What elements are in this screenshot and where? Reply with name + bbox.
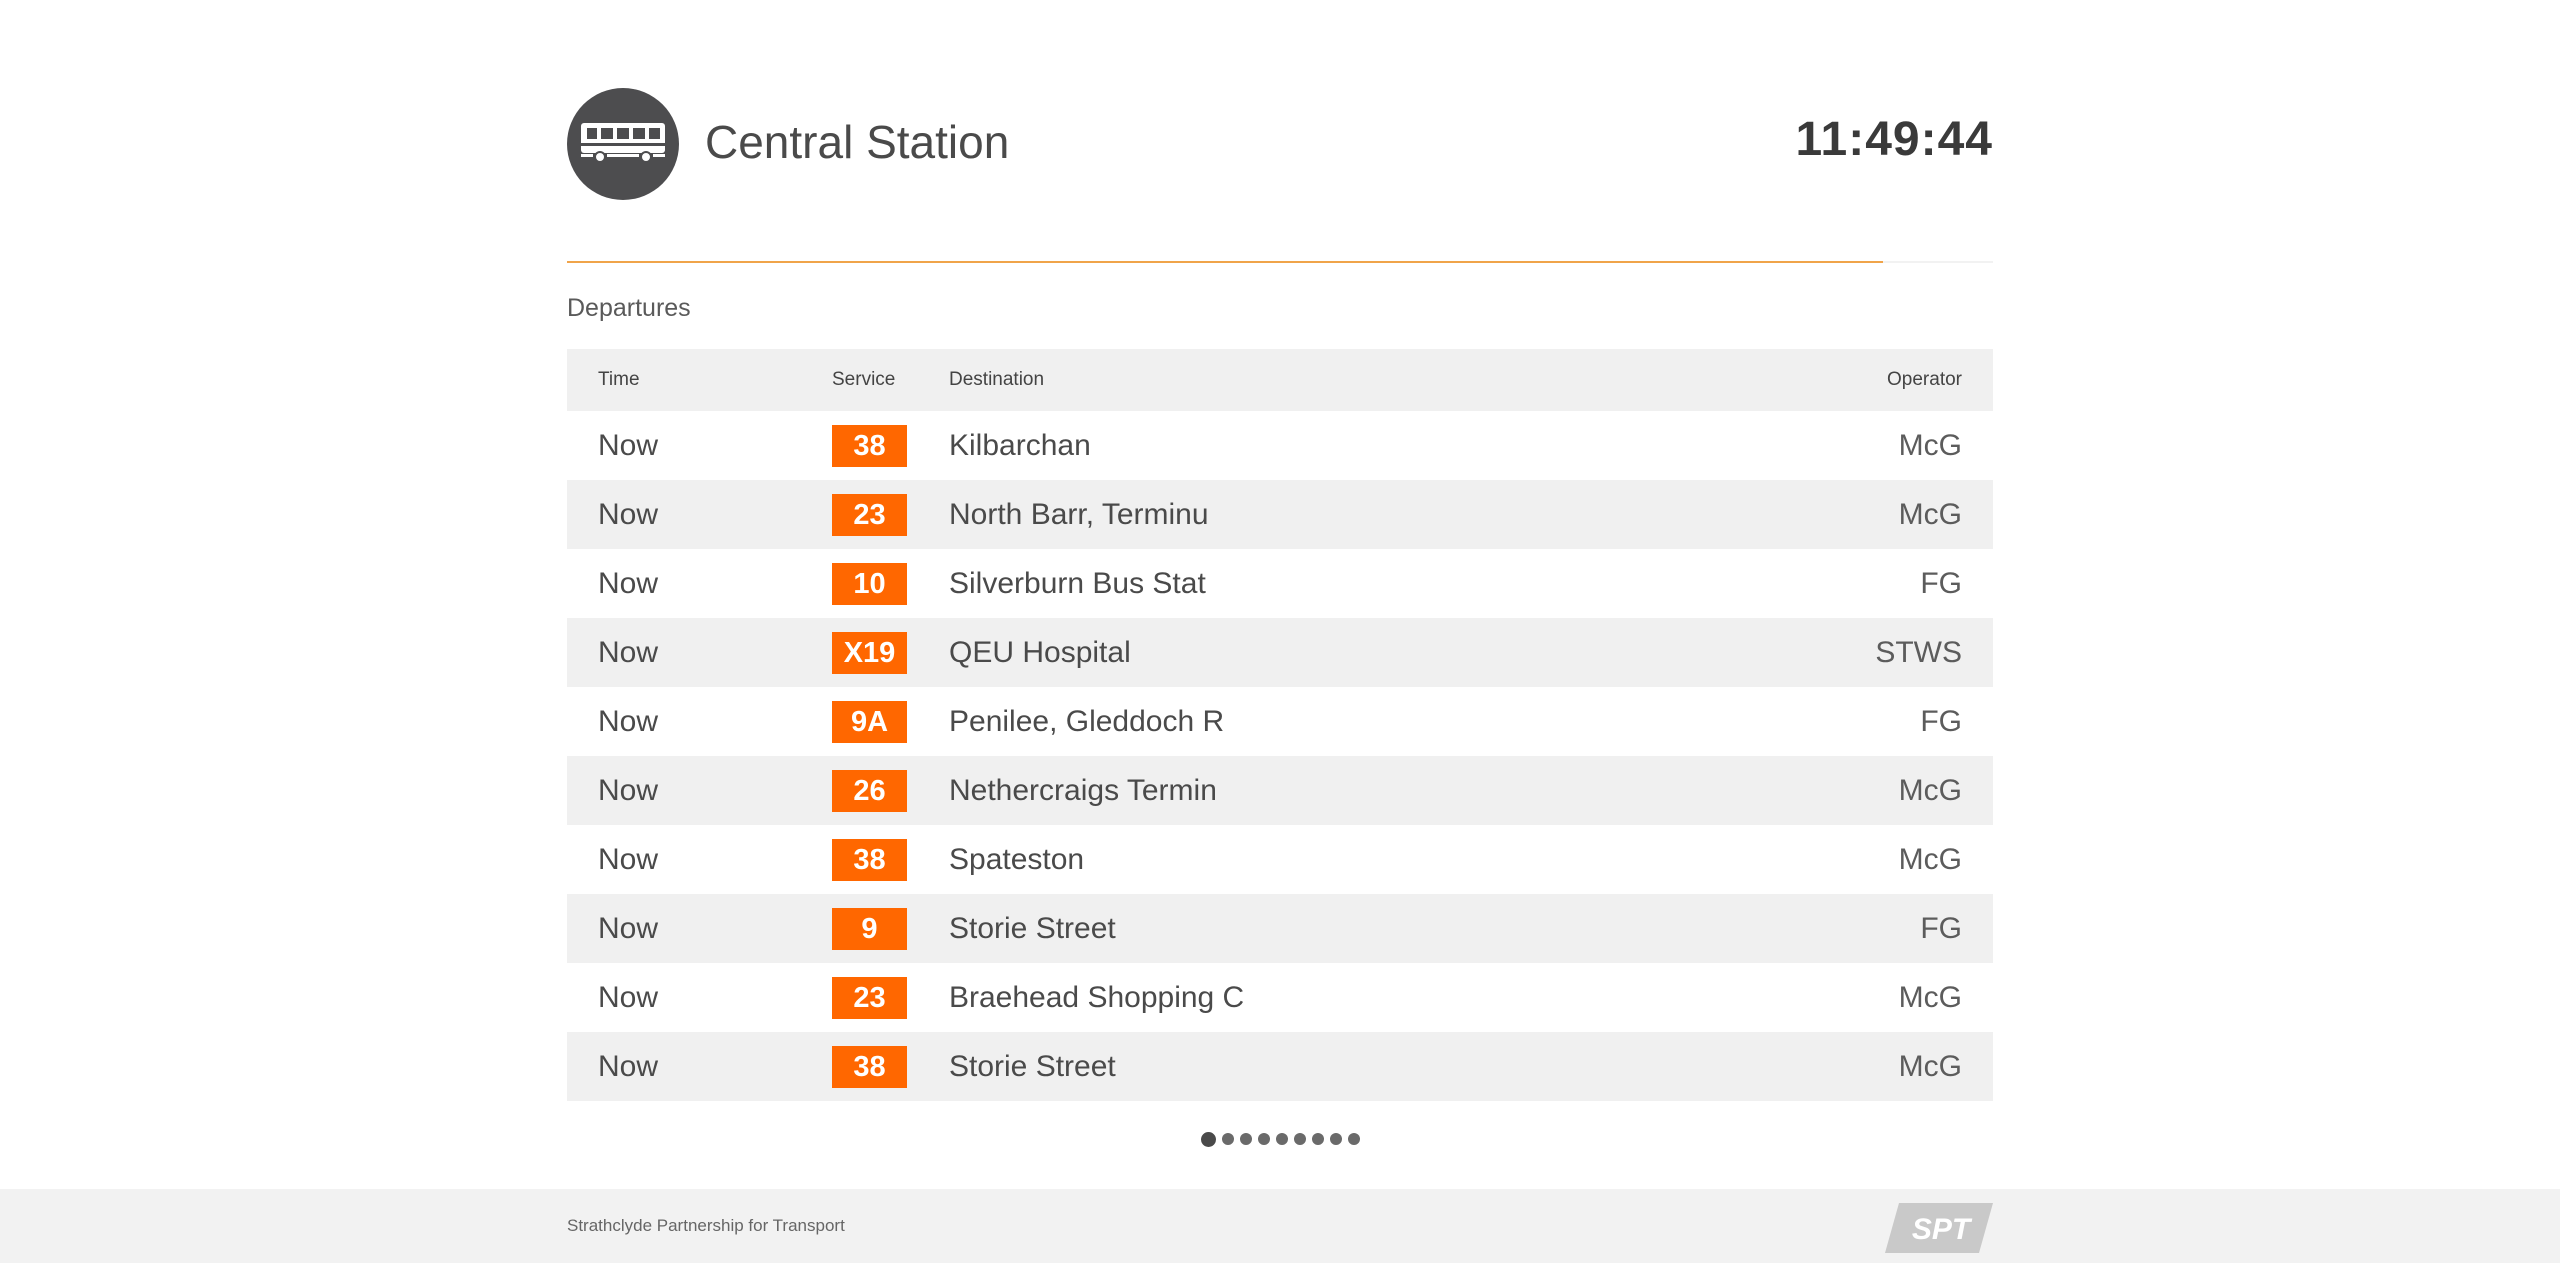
operator: FG	[1920, 912, 1962, 945]
table-row: Now 9 Storie Street FG	[567, 894, 1993, 963]
departure-time: Now	[598, 567, 659, 600]
destination: North Barr, Terminu	[949, 498, 1209, 531]
service-number-badge: 9A	[832, 701, 907, 743]
section-title: Departures	[567, 294, 691, 322]
operator: McG	[1898, 1050, 1962, 1083]
bus-icon	[567, 88, 679, 200]
destination: QEU Hospital	[949, 636, 1131, 669]
destination: Storie Street	[949, 1050, 1116, 1083]
operator: McG	[1898, 429, 1962, 462]
operator: FG	[1920, 567, 1962, 600]
departure-time: Now	[598, 636, 659, 669]
header: Central Station 11:49:44	[567, 88, 1993, 200]
footer: Strathclyde Partnership for Transport SP…	[0, 1189, 2560, 1263]
table-row: Now 38 Kilbarchan McG	[567, 411, 1993, 480]
operator: McG	[1898, 981, 1962, 1014]
service-number-badge: 23	[832, 494, 907, 536]
destination: Nethercraigs Termin	[949, 774, 1217, 807]
departure-time: Now	[598, 429, 659, 462]
departure-time: Now	[598, 774, 659, 807]
pagination-dot[interactable]	[1293, 1133, 1306, 1145]
footer-organisation-name: Strathclyde Partnership for Transport	[567, 1216, 845, 1235]
service-number-badge: 23	[832, 977, 907, 1019]
table-header: Time Service Destination Operator	[567, 349, 1993, 411]
pagination-dot[interactable]	[1329, 1133, 1342, 1145]
destination: Kilbarchan	[949, 429, 1091, 462]
refresh-progress-fill	[567, 261, 1884, 263]
spt-logo-text: SPT	[1912, 1213, 1973, 1246]
service-number-badge: 38	[832, 1046, 907, 1088]
column-header-destination: Destination	[949, 369, 1045, 390]
column-header-time: Time	[598, 369, 640, 390]
table-row: Now 23 North Barr, Terminu McG	[567, 480, 1993, 549]
station-name: Central Station	[705, 116, 1010, 168]
spt-logo: SPT	[1885, 1203, 1993, 1258]
clock: 11:49:44	[1795, 113, 1993, 166]
operator: McG	[1898, 843, 1962, 876]
table-row: Now X19 QEU Hospital STWS	[567, 618, 1993, 687]
table-row: Now 38 Spateston McG	[567, 825, 1993, 894]
destination: Spateston	[949, 843, 1085, 876]
column-header-service: Service	[832, 369, 896, 390]
departures-table: Time Service Destination Operator Now 38…	[567, 349, 1993, 1101]
table-row: Now 9A Penilee, Gleddoch R FG	[567, 687, 1993, 756]
table-row: Now 23 Braehead Shopping C McG	[567, 963, 1993, 1032]
service-number-badge: 38	[832, 425, 907, 467]
operator: STWS	[1875, 636, 1962, 669]
service-number-badge: 10	[832, 563, 907, 605]
pagination-dot[interactable]	[1239, 1133, 1252, 1145]
service-number-badge: 9	[832, 908, 907, 950]
pagination-dot[interactable]	[1311, 1133, 1324, 1145]
service-number-badge: 38	[832, 839, 907, 881]
destination: Storie Street	[949, 912, 1116, 945]
pagination-dot[interactable]	[1275, 1133, 1288, 1145]
pagination-dot[interactable]	[1257, 1133, 1270, 1145]
destination: Braehead Shopping C	[949, 981, 1245, 1014]
departure-time: Now	[598, 498, 659, 531]
departure-time: Now	[598, 1050, 659, 1083]
operator: FG	[1920, 705, 1962, 738]
departure-time: Now	[598, 981, 659, 1014]
pagination-dots	[567, 1131, 1993, 1147]
service-number-badge: X19	[832, 632, 907, 674]
pagination-dot[interactable]	[1347, 1133, 1360, 1145]
pagination-dot[interactable]	[1221, 1133, 1234, 1145]
operator: McG	[1898, 498, 1962, 531]
service-number-badge: 26	[832, 770, 907, 812]
departure-time: Now	[598, 705, 659, 738]
destination: Silverburn Bus Stat	[949, 567, 1206, 600]
departure-time: Now	[598, 843, 659, 876]
column-header-operator: Operator	[1887, 369, 1962, 390]
operator: McG	[1898, 774, 1962, 807]
refresh-progress-bar	[567, 261, 1993, 263]
pagination-dot[interactable]	[1200, 1131, 1216, 1147]
table-row: Now 38 Storie Street McG	[567, 1032, 1993, 1101]
table-row: Now 10 Silverburn Bus Stat FG	[567, 549, 1993, 618]
table-row: Now 26 Nethercraigs Termin McG	[567, 756, 1993, 825]
destination: Penilee, Gleddoch R	[949, 705, 1225, 738]
departure-time: Now	[598, 912, 659, 945]
